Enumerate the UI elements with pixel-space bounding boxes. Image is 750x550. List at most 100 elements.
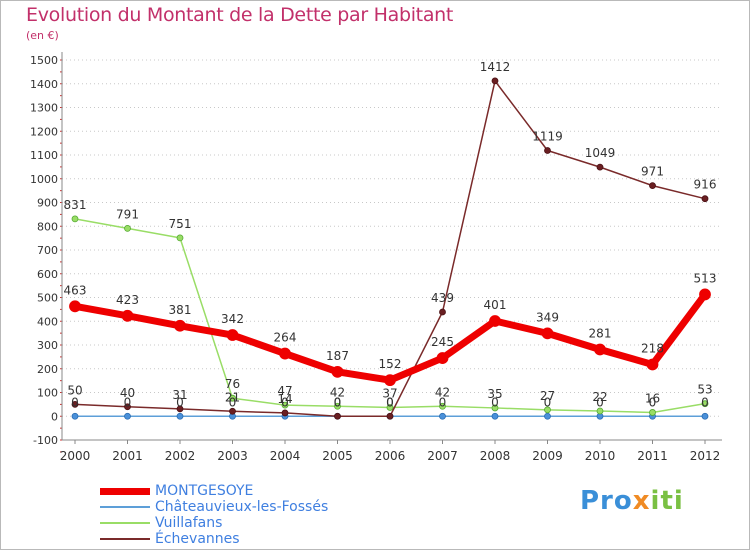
data-label-vuillafans: 751 [169,217,192,231]
data-point-echevannes [176,405,184,413]
data-label-vuillafans: 76 [225,377,240,391]
logo-part-pro: Pro [580,486,633,516]
data-point-echevannes [71,400,79,408]
x-tick-label: 2007 [427,449,458,463]
data-point-echevannes [281,409,289,417]
x-tick-label: 2004 [270,449,301,463]
data-label-montgesoye: 264 [274,331,297,345]
data-label-chateauvieux: 0 [439,395,447,409]
data-point-echevannes [491,77,499,85]
data-label-echevannes: 439 [431,291,454,305]
legend-swatch [100,538,150,540]
data-label-montgesoye: 423 [116,293,139,307]
legend-swatch [100,487,150,495]
data-label-chateauvieux: 0 [176,395,184,409]
data-point-echevannes [649,182,656,190]
y-tick-label: 500 [37,292,58,305]
x-tick-label: 2009 [532,449,563,463]
data-point-vuillafans [386,404,394,411]
data-point-vuillafans [544,406,551,414]
data-label-chateauvieux: 0 [281,395,289,409]
data-point-montgesoye [279,347,291,360]
y-tick-label: 400 [37,315,58,328]
data-label-echevannes: 0 [386,395,394,409]
data-label-montgesoye: 463 [64,283,87,297]
data-label-montgesoye: 152 [379,357,402,371]
data-point-montgesoye [699,288,711,301]
data-point-montgesoye [646,358,659,371]
y-tick-label: 300 [37,339,58,352]
data-point-vuillafans [491,404,499,412]
data-point-montgesoye [594,343,606,356]
y-tick-label: 800 [37,220,58,233]
data-label-vuillafans: 791 [116,207,139,221]
data-point-montgesoye [331,365,344,378]
logo-part-iti: iti [650,486,684,516]
data-label-vuillafans: 831 [64,198,87,212]
data-point-montgesoye [121,309,134,322]
data-point-vuillafans [281,401,289,409]
data-label-echevannes: 916 [694,178,717,192]
data-point-vuillafans [124,224,131,232]
data-point-echevannes [334,412,341,420]
data-point-montgesoye [384,374,396,387]
data-label-chateauvieux: 0 [544,395,552,409]
data-point-echevannes [596,163,604,171]
y-tick-label: -100 [33,434,58,447]
data-point-echevannes [701,195,709,203]
data-label-chateauvieux: 0 [596,395,604,409]
data-label-echevannes: 1049 [585,146,616,160]
data-label-echevannes: 50 [67,383,82,397]
data-point-echevannes [229,407,236,415]
legend-label: Vuillafans [155,515,223,531]
legend-label: MONTGESOYE [155,483,254,499]
data-label-vuillafans: 27 [540,389,555,403]
data-label-chateauvieux: 0 [491,395,499,409]
data-label-vuillafans: 47 [277,384,292,398]
data-label-chateauvieux: 0 [124,395,132,409]
y-tick-label: 100 [37,387,58,400]
data-label-echevannes: 971 [641,165,664,179]
data-label-echevannes: 31 [172,388,187,402]
data-point-chateauvieux [544,412,551,420]
data-point-montgesoye [541,327,554,340]
data-label-chateauvieux: 0 [386,395,394,409]
data-point-chateauvieux [71,412,79,420]
logo-part-x: x [632,486,651,516]
x-tick-label: 2011 [637,449,668,463]
legend-swatch [100,522,150,524]
data-point-montgesoye [69,300,81,313]
legend-label: Échevannes [155,531,240,547]
data-point-echevannes [124,403,131,411]
y-tick-label: 200 [37,363,58,376]
data-label-chateauvieux: 0 [701,395,709,409]
data-point-vuillafans [176,234,184,242]
data-label-echevannes: 21 [225,390,240,404]
data-label-vuillafans: 22 [592,390,607,404]
data-label-montgesoye: 245 [431,335,454,349]
data-point-echevannes [544,147,551,154]
data-label-chateauvieux: 0 [649,395,657,409]
x-tick-label: 2005 [322,449,353,463]
data-point-montgesoye [226,329,239,341]
data-label-echevannes: 1412 [480,60,511,74]
x-tick-label: 2010 [585,449,616,463]
data-label-vuillafans: 37 [382,386,397,400]
data-point-echevannes [386,412,394,420]
data-point-montgesoye [174,319,186,332]
y-tick-label: 700 [37,244,58,257]
data-label-chateauvieux: 0 [229,395,237,409]
data-point-vuillafans [334,402,341,410]
data-label-montgesoye: 349 [536,310,559,324]
data-point-vuillafans [596,407,604,415]
x-tick-label: 2006 [375,449,406,463]
x-tick-label: 2001 [112,449,143,463]
data-point-vuillafans [229,394,236,402]
data-label-echevannes: 1119 [532,129,563,143]
legend-label: Châteauvieux-les-Fossés [155,499,329,515]
x-tick-label: 2008 [480,449,511,463]
data-label-vuillafans: 53 [697,383,712,397]
x-tick-label: 2000 [60,449,91,463]
